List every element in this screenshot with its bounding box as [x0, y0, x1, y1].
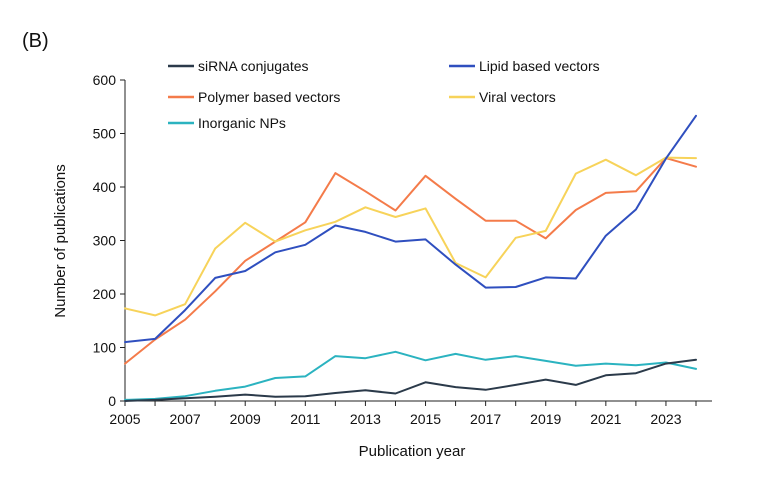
x-tick-label: 2005	[109, 411, 140, 427]
x-tick-label: 2021	[590, 411, 621, 427]
x-axis-label: Publication year	[359, 443, 466, 460]
series-line-viral-vectors	[124, 156, 697, 317]
x-tick-label: 2009	[230, 411, 261, 427]
axes: 0 100 200 300 400 500 600 2005 2007 2009 2011 2013 2…	[93, 72, 712, 427]
legend-label-viral-vectors: Viral vectors	[479, 89, 556, 105]
x-tick-label: 2007	[170, 411, 201, 427]
y-axis-label: Number of publications	[52, 164, 69, 317]
legend-label-inorganic-nps: Inorganic NPs	[198, 115, 286, 131]
legend-label-polymer-based-vectors: Polymer based vectors	[198, 89, 340, 105]
x-tick-label: 2017	[470, 411, 501, 427]
legend-label-lipid-based-vectors: Lipid based vectors	[479, 58, 600, 74]
series-line-polymer-based-vectors	[124, 157, 697, 365]
series-line-lipid-based-vectors	[124, 114, 697, 344]
y-tick-label: 200	[93, 286, 117, 302]
legend-label-sirna-conjugates: siRNA conjugates	[198, 58, 309, 74]
y-tick-label: 400	[93, 179, 117, 195]
y-tick-label: 100	[93, 340, 117, 356]
x-tick-label: 2015	[410, 411, 441, 427]
x-tick-label: 2011	[290, 411, 320, 427]
series-line-inorganic-nps	[124, 350, 697, 401]
x-tick-label: 2019	[530, 411, 561, 427]
series-lines	[124, 114, 697, 402]
x-tick-label: 2013	[350, 411, 381, 427]
panel-label: (B)	[22, 30, 49, 52]
x-tick-label: 2023	[650, 411, 681, 427]
y-tick-label: 0	[108, 393, 116, 409]
y-tick-label: 600	[93, 72, 117, 88]
y-tick-label: 300	[93, 233, 117, 249]
legend: siRNA conjugates Lipid based vectors Polym…	[168, 58, 600, 131]
series-line-sirna-conjugates	[124, 358, 697, 402]
y-tick-label: 500	[93, 126, 117, 142]
